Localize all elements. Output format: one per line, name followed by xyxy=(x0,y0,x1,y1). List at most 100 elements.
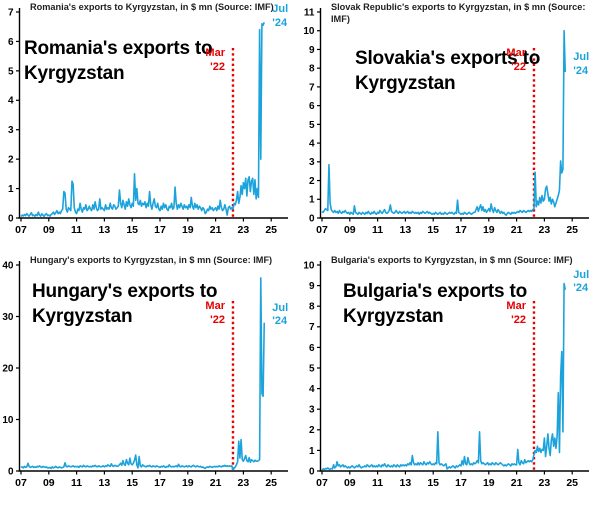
svg-text:23: 23 xyxy=(238,224,250,236)
chart-title-romania: Romania's exports to Kyrgyzstan, in $ mn… xyxy=(30,2,274,12)
end-label-line1: Jul xyxy=(272,3,289,15)
svg-text:3: 3 xyxy=(8,125,14,136)
svg-text:07: 07 xyxy=(15,477,27,489)
svg-text:09: 09 xyxy=(43,224,55,236)
end-label-line2: '24 xyxy=(573,64,589,77)
svg-text:0: 0 xyxy=(309,213,315,224)
line-chart-hungary: 0 10 20 30 40 07 09 11 13 15 17 19 21 23 25 xyxy=(2,260,288,489)
svg-text:13: 13 xyxy=(99,224,111,236)
end-label-line2: '24 xyxy=(272,315,288,328)
event-label-mar-22: Mar '22 xyxy=(506,47,526,75)
svg-text:6: 6 xyxy=(309,101,315,112)
svg-text:09: 09 xyxy=(43,477,55,489)
svg-text:4: 4 xyxy=(309,384,315,395)
svg-text:17: 17 xyxy=(455,477,467,489)
svg-text:3: 3 xyxy=(309,405,315,416)
svg-text:15: 15 xyxy=(126,477,138,489)
svg-text:09: 09 xyxy=(344,224,356,236)
svg-text:17: 17 xyxy=(154,224,166,236)
svg-text:07: 07 xyxy=(316,224,328,236)
svg-text:23: 23 xyxy=(539,224,551,236)
svg-text:13: 13 xyxy=(400,477,412,489)
svg-text:10: 10 xyxy=(303,26,315,37)
chart-title-bulgaria: Bulgaria's exports to Kyrgyzstan, in $ m… xyxy=(331,255,573,265)
svg-text:23: 23 xyxy=(238,477,250,489)
svg-text:11: 11 xyxy=(372,477,383,489)
svg-text:21: 21 xyxy=(210,224,222,236)
end-label-line2: '24 xyxy=(573,282,589,295)
svg-text:21: 21 xyxy=(210,477,222,489)
end-label-line1: Jul xyxy=(272,301,289,314)
end-label-jul-24: Jul '24 xyxy=(272,3,288,31)
svg-text:1: 1 xyxy=(309,446,315,457)
svg-text:0: 0 xyxy=(309,466,315,477)
svg-text:07: 07 xyxy=(316,477,328,489)
end-label-line1: Jul xyxy=(573,50,590,63)
end-label-line1: Jul xyxy=(573,268,590,281)
end-label-jul-24: Jul '24 xyxy=(573,269,589,297)
end-label-line2: '24 xyxy=(272,16,288,29)
svg-text:13: 13 xyxy=(400,224,412,236)
chart-title-slovakia: Slovak Republic's exports to Kyrgyzstan,… xyxy=(331,2,586,24)
svg-text:7: 7 xyxy=(309,82,315,93)
svg-text:4: 4 xyxy=(309,138,315,149)
annotation-hungary: Hungary's exports to Kyrgyzstan xyxy=(32,281,218,328)
svg-text:25: 25 xyxy=(265,477,277,489)
svg-text:5: 5 xyxy=(309,120,315,131)
chart-panel-romania: Romania's exports to Kyrgyzstan, in $ mn… xyxy=(0,0,301,253)
event-label-mar-22: Mar '22 xyxy=(506,300,526,328)
event-label-line1: Mar xyxy=(205,47,225,59)
svg-text:19: 19 xyxy=(182,224,194,236)
svg-text:23: 23 xyxy=(539,477,551,489)
svg-text:5: 5 xyxy=(8,66,14,77)
chart-title-hungary: Hungary's exports to Kyrgyzstan, in $ mn… xyxy=(30,255,273,265)
svg-text:20: 20 xyxy=(2,363,14,374)
svg-text:19: 19 xyxy=(182,477,194,489)
svg-text:9: 9 xyxy=(309,281,315,292)
event-label-line1: Mar xyxy=(506,47,526,59)
svg-text:07: 07 xyxy=(15,224,27,236)
svg-text:7: 7 xyxy=(8,7,14,18)
svg-text:10: 10 xyxy=(303,260,315,271)
event-label-line2: '22 xyxy=(511,313,526,326)
svg-text:8: 8 xyxy=(309,64,315,75)
svg-text:9: 9 xyxy=(309,45,315,56)
svg-text:1: 1 xyxy=(8,184,14,195)
svg-text:11: 11 xyxy=(71,477,82,489)
event-label-line2: '22 xyxy=(210,60,225,73)
annotation-slovakia: Slovakia's exports to Kyrgyzstan xyxy=(355,48,541,95)
svg-text:11: 11 xyxy=(71,224,82,236)
annotation-bulgaria: Bulgaria's exports to Kyrgyzstan xyxy=(343,281,528,328)
svg-text:15: 15 xyxy=(427,477,439,489)
svg-text:17: 17 xyxy=(154,477,166,489)
svg-text:09: 09 xyxy=(344,477,356,489)
svg-text:6: 6 xyxy=(309,343,315,354)
svg-text:2: 2 xyxy=(309,176,315,187)
svg-text:30: 30 xyxy=(2,312,14,323)
svg-text:1: 1 xyxy=(309,195,315,206)
end-label-jul-24: Jul '24 xyxy=(272,302,288,330)
svg-text:25: 25 xyxy=(566,224,578,236)
svg-text:2: 2 xyxy=(8,155,14,166)
svg-text:21: 21 xyxy=(511,477,523,489)
svg-text:21: 21 xyxy=(511,224,523,236)
svg-text:11: 11 xyxy=(372,224,383,236)
svg-text:10: 10 xyxy=(2,415,14,426)
svg-text:5: 5 xyxy=(309,363,315,374)
svg-text:3: 3 xyxy=(309,157,315,168)
chart-panel-bulgaria: Bulgaria's exports to Kyrgyzstan, in $ m… xyxy=(301,253,602,506)
end-label-jul-24: Jul '24 xyxy=(573,51,589,79)
event-label-line2: '22 xyxy=(511,60,526,73)
event-label-mar-22: Mar '22 xyxy=(205,300,225,328)
svg-text:17: 17 xyxy=(455,224,467,236)
svg-text:25: 25 xyxy=(265,224,277,236)
svg-text:13: 13 xyxy=(99,477,111,489)
svg-text:8: 8 xyxy=(309,302,315,313)
svg-text:4: 4 xyxy=(8,96,14,107)
event-label-line1: Mar xyxy=(205,300,225,312)
svg-text:0: 0 xyxy=(8,466,14,477)
svg-text:19: 19 xyxy=(483,477,495,489)
